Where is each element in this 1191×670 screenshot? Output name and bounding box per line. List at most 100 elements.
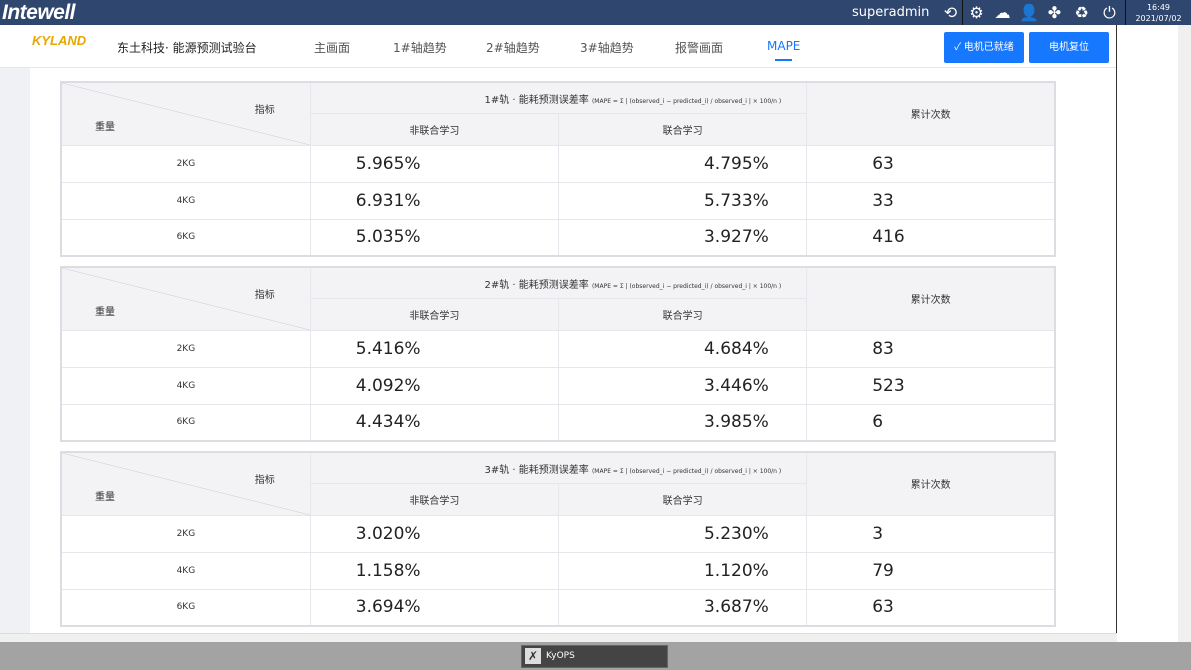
- weight-cell: 6KG: [60, 403, 311, 442]
- federated-header: 联合学习: [557, 483, 808, 516]
- taskbar-app-kyops[interactable]: ✗ KyOPS: [521, 645, 668, 668]
- mape-table-2: 指标重量 2#轨 · 能耗预测误差率 (MAPE = Σ | (observed…: [60, 266, 1056, 442]
- horizontal-scrollbar[interactable]: [0, 633, 1117, 642]
- non-federated-header: 非联合学习: [309, 483, 559, 516]
- power-icon[interactable]: ⏻: [1103, 3, 1116, 22]
- federated-value: 3.927%: [557, 218, 808, 257]
- count-header: 累计次数: [806, 81, 1056, 146]
- federated-header: 联合学习: [557, 298, 808, 331]
- taskbar: ✗ KyOPS: [0, 642, 1191, 670]
- user-icon[interactable]: 👤: [1019, 3, 1039, 22]
- count-value: 6: [806, 403, 1056, 442]
- site-title: 东土科技· 能源预测试验台: [117, 41, 257, 55]
- motor-reset-button[interactable]: 电机复位: [1029, 32, 1109, 63]
- federated-value: 1.120%: [557, 551, 808, 590]
- federated-value: 5.230%: [557, 514, 808, 553]
- tab-mape[interactable]: MAPE: [767, 39, 801, 61]
- federated-value: 4.684%: [557, 329, 808, 368]
- weight-cell: 4KG: [60, 366, 311, 405]
- non-federated-value: 3.694%: [309, 588, 559, 627]
- table-row: 4KG 1.158% 1.120% 79: [60, 551, 1056, 590]
- non-federated-value: 3.020%: [309, 514, 559, 553]
- non-federated-value: 5.416%: [309, 329, 559, 368]
- left-gutter: [0, 68, 30, 636]
- logout-icon[interactable]: ⟲: [943, 3, 958, 22]
- non-federated-value: 4.092%: [309, 366, 559, 405]
- count-value: 416: [806, 218, 1056, 257]
- tab-main[interactable]: 主画面: [314, 41, 351, 55]
- non-federated-header: 非联合学习: [309, 298, 559, 331]
- count-value: 79: [806, 551, 1056, 590]
- nav-bar: KYLAND 东土科技· 能源预测试验台 主画面 1#轴趋势 2#轴趋势 3#轴…: [0, 25, 1117, 68]
- table-row: 6KG 5.035% 3.927% 416: [60, 218, 1056, 257]
- weight-cell: 6KG: [60, 218, 311, 257]
- weight-cell: 2KG: [60, 144, 311, 183]
- table-row: 4KG 6.931% 5.733% 33: [60, 181, 1056, 220]
- metric-label: 指标: [254, 475, 275, 486]
- date: 2021/07/02: [1135, 14, 1182, 23]
- mape-table-1: 指标重量 1#轨 · 能耗预测误差率 (MAPE = Σ | (observed…: [60, 81, 1056, 257]
- federated-header: 联合学习: [557, 113, 808, 146]
- federated-value: 4.795%: [557, 144, 808, 183]
- vertical-scrollbar[interactable]: [1178, 25, 1191, 642]
- table-row: 2KG 3.020% 5.230% 3: [60, 514, 1056, 553]
- count-header: 累计次数: [806, 266, 1056, 331]
- weight-label: 重量: [95, 122, 115, 133]
- table-row: 6KG 4.434% 3.985% 6: [60, 403, 1056, 442]
- table-title: 3#轨 · 能耗预测误差率 (MAPE = Σ | (observed_i − …: [309, 451, 808, 484]
- non-federated-value: 5.965%: [309, 144, 559, 183]
- network-icon[interactable]: ☁: [994, 3, 1011, 22]
- weight-cell: 4KG: [60, 181, 311, 220]
- recycle-icon[interactable]: ♻: [1074, 3, 1089, 22]
- non-federated-header: 非联合学习: [309, 113, 559, 146]
- tab-alarm[interactable]: 报警画面: [675, 41, 724, 55]
- tab-axis1[interactable]: 1#轴趋势: [393, 41, 447, 55]
- motor-ready-button[interactable]: ✓ 电机已就绪: [944, 32, 1024, 63]
- table-row: 4KG 4.092% 3.446% 523: [60, 366, 1056, 405]
- table-row: 2KG 5.416% 4.684% 83: [60, 329, 1056, 368]
- count-value: 83: [806, 329, 1056, 368]
- tab-axis3[interactable]: 3#轴趋势: [580, 41, 634, 55]
- corner-header: 指标重量: [60, 451, 311, 516]
- brand-logo: Intewell: [2, 1, 76, 24]
- table-title: 2#轨 · 能耗预测误差率 (MAPE = Σ | (observed_i − …: [309, 266, 808, 299]
- weight-label: 重量: [95, 492, 115, 503]
- metric-label: 指标: [254, 105, 275, 116]
- weight-cell: 2KG: [60, 329, 311, 368]
- count-value: 63: [806, 144, 1056, 183]
- count-value: 3: [806, 514, 1056, 553]
- mape-table-3: 指标重量 3#轨 · 能耗预测误差率 (MAPE = Σ | (observed…: [60, 451, 1056, 627]
- non-federated-value: 5.035%: [309, 218, 559, 257]
- count-value: 523: [806, 366, 1056, 405]
- table-title: 1#轨 · 能耗预测误差率 (MAPE = Σ | (observed_i − …: [309, 81, 808, 114]
- federated-value: 3.446%: [557, 366, 808, 405]
- mape-formula: (MAPE = Σ | (observed_i − predicted_i) /…: [591, 97, 782, 105]
- fan-icon[interactable]: ✤: [1047, 3, 1062, 22]
- non-federated-value: 6.931%: [309, 181, 559, 220]
- mape-formula: (MAPE = Σ | (observed_i − predicted_i) /…: [591, 282, 782, 290]
- weight-cell: 6KG: [60, 588, 311, 627]
- weight-cell: 2KG: [60, 514, 311, 553]
- clock: 16:49 2021/07/02: [1125, 0, 1191, 25]
- divider: [962, 0, 963, 25]
- username[interactable]: superadmin: [852, 5, 930, 20]
- metric-label: 指标: [254, 290, 275, 301]
- non-federated-value: 1.158%: [309, 551, 559, 590]
- weight-label: 重量: [95, 307, 115, 318]
- non-federated-value: 4.434%: [309, 403, 559, 442]
- gear-icon[interactable]: ⚙: [969, 3, 984, 22]
- tab-axis2[interactable]: 2#轴趋势: [486, 41, 540, 55]
- mape-formula: (MAPE = Σ | (observed_i − predicted_i) /…: [591, 467, 782, 475]
- table-row: 6KG 3.694% 3.687% 63: [60, 588, 1056, 627]
- corner-header: 指标重量: [60, 266, 311, 331]
- time: 16:49: [1146, 3, 1171, 12]
- corner-header: 指标重量: [60, 81, 311, 146]
- federated-value: 5.733%: [557, 181, 808, 220]
- check-icon: ✓: [954, 42, 964, 53]
- federated-value: 3.687%: [557, 588, 808, 627]
- kyland-logo: KYLAND: [32, 33, 87, 48]
- count-value: 63: [806, 588, 1056, 627]
- table-row: 2KG 5.965% 4.795% 63: [60, 144, 1056, 183]
- federated-value: 3.985%: [557, 403, 808, 442]
- top-bar: Intewell superadmin ⟲ ⚙ ☁ 👤 ✤ ♻ ⏻ 16:49 …: [0, 0, 1191, 25]
